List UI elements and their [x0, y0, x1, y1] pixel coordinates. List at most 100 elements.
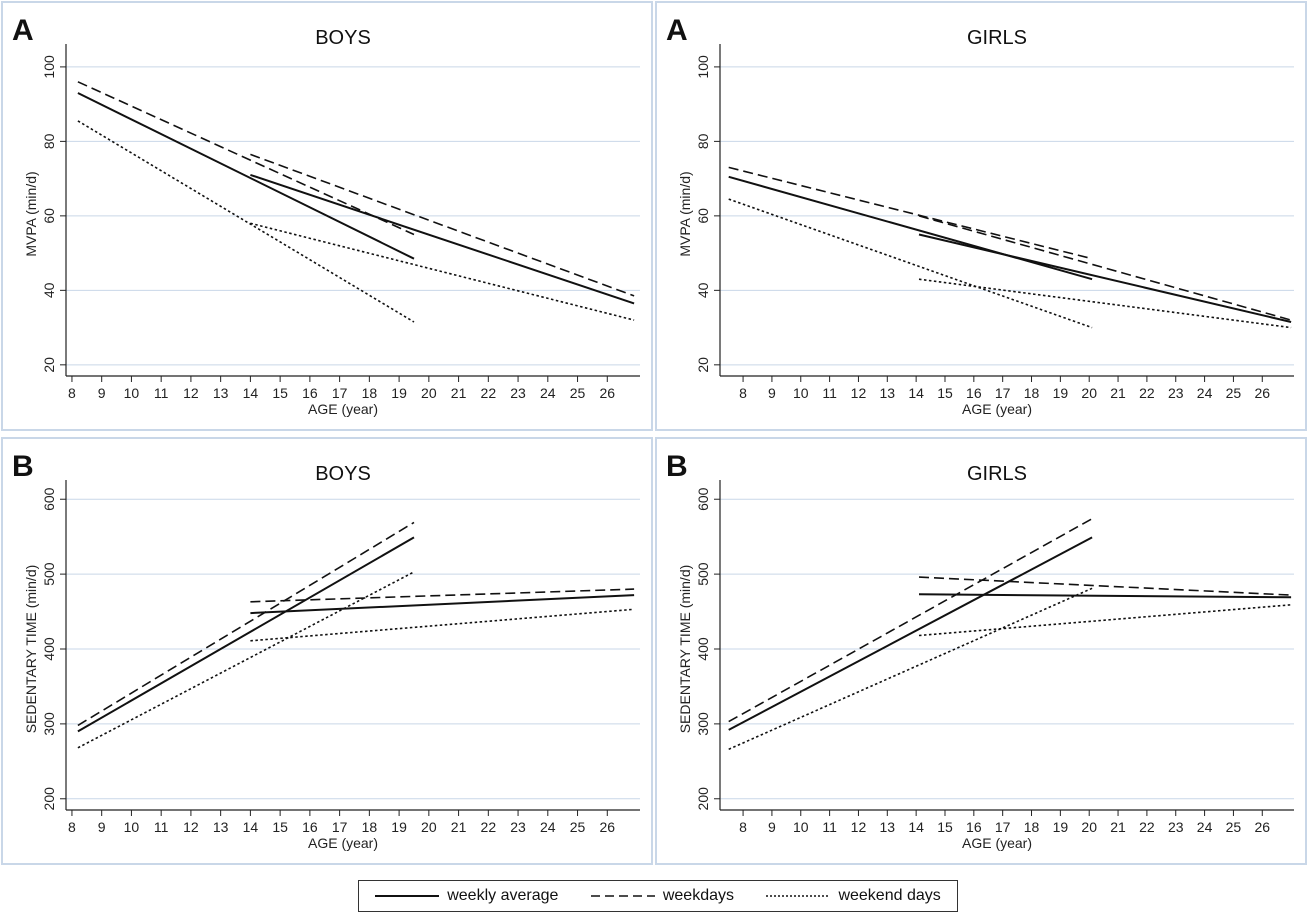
- y-tick-label: 600: [695, 487, 711, 511]
- x-tick-label: 23: [510, 385, 526, 401]
- x-tick-label: 19: [1053, 819, 1069, 835]
- series-line-weekend-days: [77, 571, 415, 749]
- x-tick-label: 21: [451, 385, 467, 401]
- x-tick-label: 12: [183, 385, 199, 401]
- x-tick-label: 21: [1110, 819, 1126, 835]
- y-tick-label: 200: [695, 787, 711, 811]
- x-tick-label: 9: [98, 385, 106, 401]
- chart-title: GIRLS: [967, 27, 1027, 49]
- chart-mvpa-girls: 20 40 60 80 100 8 9 10 11 12 13 14 15 16 17 18 19 20 21 22 2…: [655, 1, 1307, 431]
- panel-mvpa-boys: 20 40 60 80 100 8 9 10 11 12 13 14 15 16 17 18 19 20 21 22 2…: [0, 0, 654, 432]
- x-tick-label: 14: [243, 819, 259, 835]
- legend-item-weekend-days: weekend days: [766, 887, 941, 905]
- y-tick-label: 200: [41, 787, 57, 811]
- x-tick-label: 14: [243, 385, 259, 401]
- y-tick-label: 500: [695, 562, 711, 586]
- x-tick-label: 23: [1168, 819, 1184, 835]
- y-tick-label: 400: [41, 637, 57, 661]
- chart-title: BOYS: [315, 27, 371, 49]
- series-line-weekend-days: [250, 222, 635, 321]
- x-tick-label: 9: [768, 819, 776, 835]
- x-tick-label: 22: [1139, 385, 1155, 401]
- x-tick-label: 13: [213, 819, 229, 835]
- x-tick-label: 18: [362, 385, 378, 401]
- x-tick-label: 26: [1254, 385, 1270, 401]
- x-tick-label: 19: [391, 385, 407, 401]
- x-tick-label: 25: [1226, 385, 1242, 401]
- x-tick-label: 10: [793, 819, 809, 835]
- x-tick-label: 25: [570, 385, 586, 401]
- x-tick-label: 19: [391, 819, 407, 835]
- series-line-weekdays: [77, 521, 415, 727]
- legend-item-weekly-average: weekly average: [375, 887, 558, 905]
- x-tick-label: 9: [98, 819, 106, 835]
- x-tick-label: 16: [302, 385, 318, 401]
- panel-frame: [655, 437, 1307, 865]
- x-tick-label: 17: [995, 385, 1011, 401]
- y-tick-label: 20: [695, 357, 711, 373]
- x-tick-label: 26: [1254, 819, 1270, 835]
- x-tick-label: 17: [332, 819, 348, 835]
- x-tick-label: 13: [880, 819, 896, 835]
- panel-letter: A: [12, 14, 34, 47]
- x-tick-label: 8: [739, 385, 747, 401]
- x-axis-title: AGE (year): [962, 401, 1032, 417]
- x-tick-label: 10: [124, 385, 140, 401]
- panel-frame: [1, 437, 653, 865]
- x-tick-label: 8: [68, 819, 76, 835]
- series-line-weekend-days: [728, 198, 1093, 329]
- x-tick-label: 24: [540, 819, 556, 835]
- y-tick-label: 100: [41, 55, 57, 79]
- y-tick-label: 600: [41, 487, 57, 511]
- x-tick-label: 11: [822, 819, 837, 835]
- series-line-weekdays: [77, 81, 415, 236]
- x-tick-label: 12: [851, 385, 867, 401]
- x-tick-label: 16: [966, 819, 982, 835]
- x-tick-label: 16: [302, 819, 318, 835]
- y-tick-label: 60: [695, 208, 711, 224]
- x-tick-label: 11: [154, 385, 169, 401]
- x-tick-label: 20: [421, 819, 437, 835]
- legend-label: weekdays: [662, 887, 734, 904]
- x-tick-label: 15: [272, 819, 288, 835]
- x-tick-label: 18: [362, 819, 378, 835]
- x-tick-label: 13: [213, 385, 229, 401]
- x-tick-label: 12: [183, 819, 199, 835]
- legend: weekly average weekdays weekend days: [358, 880, 958, 912]
- series-line-weekend-days: [250, 608, 635, 642]
- chart-sedentary-girls: 200 300 400 500 600 8 9 10 11 12 13 14 15 16 17 18 19 20 2…: [655, 437, 1307, 865]
- x-tick-label: 10: [793, 385, 809, 401]
- y-tick-label: 20: [41, 357, 57, 373]
- x-tick-label: 23: [510, 819, 526, 835]
- panel-letter: B: [666, 450, 688, 483]
- legend-label: weekend days: [838, 887, 941, 904]
- series-line-weekly-average: [918, 593, 1292, 599]
- chart-title: BOYS: [315, 463, 371, 485]
- panel-letter: A: [666, 14, 688, 47]
- x-tick-label: 22: [481, 385, 497, 401]
- series-line-weekdays: [728, 518, 1093, 723]
- x-tick-label: 24: [540, 385, 556, 401]
- series-line-weekend-days: [728, 587, 1093, 751]
- x-tick-label: 20: [1081, 385, 1097, 401]
- y-tick-label: 80: [41, 133, 57, 149]
- series-line-weekend-days: [77, 120, 415, 323]
- series-line-weekly-average: [77, 92, 415, 260]
- y-tick-label: 80: [695, 133, 711, 149]
- x-tick-label: 14: [908, 385, 924, 401]
- y-axis-title: SEDENTARY TIME (min/d): [23, 565, 39, 734]
- x-tick-label: 10: [124, 819, 140, 835]
- series-line-weekdays: [728, 166, 1093, 260]
- x-tick-label: 26: [599, 819, 615, 835]
- x-tick-label: 11: [822, 385, 837, 401]
- legend-swatch-dotted: [766, 895, 831, 897]
- x-tick-label: 8: [68, 385, 76, 401]
- series-line-weekly-average: [77, 536, 415, 733]
- x-tick-label: 11: [154, 819, 169, 835]
- series-line-weekdays: [918, 215, 1292, 321]
- x-tick-label: 25: [570, 819, 586, 835]
- series-line-weekdays: [250, 153, 635, 297]
- series-line-weekly-average: [728, 536, 1093, 731]
- x-tick-label: 22: [481, 819, 497, 835]
- series-line-weekly-average: [250, 173, 635, 305]
